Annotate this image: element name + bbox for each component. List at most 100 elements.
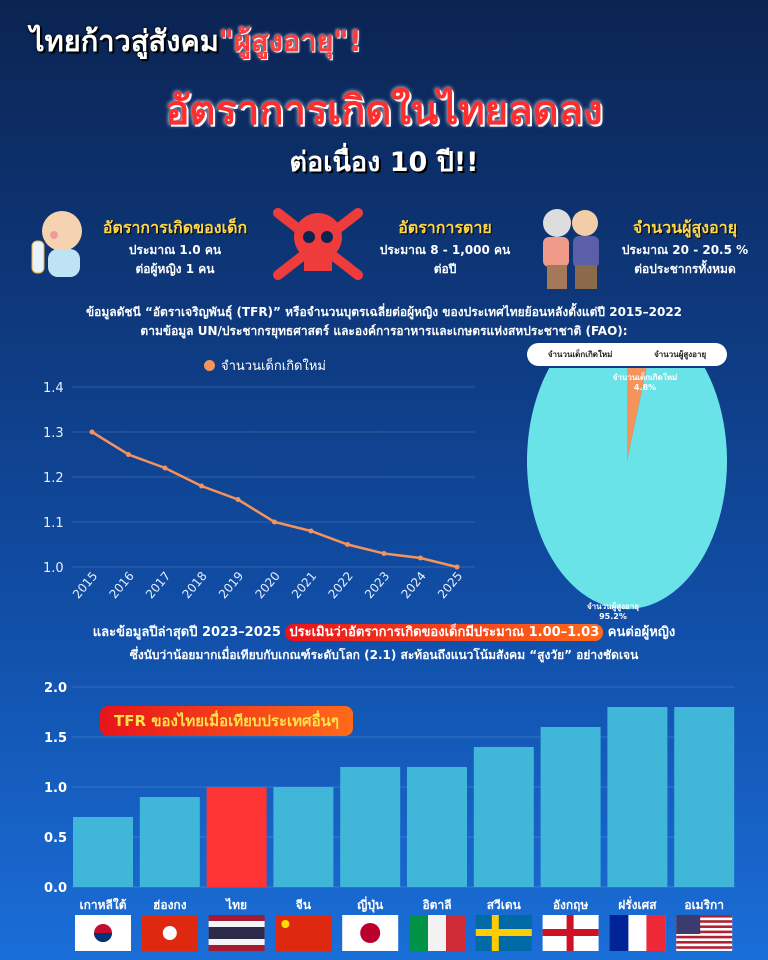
x-tick-label: 2017	[143, 569, 173, 601]
stat-title: อัตราการตาย	[398, 218, 492, 237]
x-tick-label: 2018	[179, 569, 209, 601]
flag-kr-icon	[75, 915, 131, 951]
x-category-label: ฝรั่งเศส	[618, 896, 657, 912]
title-line1: ไทยก้าวสู่สังคม"ผู้สูงอายุ"!	[30, 18, 362, 64]
flag-part	[542, 929, 599, 936]
data-point	[89, 429, 95, 435]
x-category-label: ญี่ปุ่น	[357, 896, 384, 913]
summary-suffix: คนต่อผู้หญิง	[603, 625, 676, 640]
flag-it-icon	[409, 915, 465, 951]
data-point	[272, 519, 277, 525]
bar	[540, 727, 601, 887]
y-tick-label: 0.0	[44, 881, 67, 896]
bar	[206, 787, 267, 887]
flag-part	[676, 935, 733, 939]
title-line3: ต่อเนื่อง 10 ปี!!	[289, 147, 479, 178]
data-point	[162, 465, 168, 471]
flag-cn-icon	[275, 915, 332, 951]
flag-part	[409, 915, 428, 951]
bar	[73, 817, 133, 887]
data-point	[418, 555, 423, 561]
y-tick-label: 1.1	[43, 516, 64, 531]
y-tick-label: 1.2	[43, 471, 64, 486]
line-series	[91, 430, 458, 569]
flag-part	[676, 915, 733, 918]
flag-part	[676, 946, 733, 949]
pie-chart: จำนวนเด็กเกิดใหม่4.8% จำนวนผู้สูงอายุ95.2…	[527, 368, 727, 621]
bar	[607, 707, 668, 887]
x-tick-label: 2016	[106, 569, 136, 601]
flag-part	[446, 915, 465, 951]
bar	[273, 787, 334, 887]
stat-value: ประมาณ 20 - 20.5 %	[621, 243, 749, 257]
x-tick-label: 2024	[398, 569, 428, 601]
flag-th-icon	[208, 915, 265, 951]
bar	[139, 797, 200, 887]
title-highlight: "ผู้สูงอายุ"!	[218, 24, 362, 58]
data-point	[308, 528, 314, 534]
x-category-label: ฮ่องกง	[153, 898, 187, 912]
x-category-label: สวีเดน	[487, 898, 522, 912]
summary-highlight: ประเมินว่าอัตราการเกิดของเด็กมีประมาณ 1.…	[285, 624, 604, 641]
flag-jp-icon	[342, 915, 399, 951]
data-point	[199, 483, 204, 489]
bar	[473, 747, 534, 887]
x-tick-label: 2023	[362, 569, 392, 601]
flag-fr-icon	[609, 915, 666, 951]
flag-part	[676, 915, 701, 934]
x-tick-label: 2021	[289, 569, 319, 601]
x-tick-label: 2020	[252, 569, 282, 601]
flag-part	[208, 927, 265, 939]
x-category-label: จีน	[296, 898, 312, 912]
flag-part	[360, 923, 381, 943]
y-tick-label: 1.0	[44, 781, 67, 796]
summary-line1: และข้อมูลปีล่าสุดปี 2023–2025 ประเมินว่า…	[0, 622, 768, 644]
flag-part	[676, 930, 733, 934]
stat-title: จำนวนผู้สูงอายุ	[632, 218, 738, 237]
x-category-label: อิตาลี	[422, 898, 451, 912]
stat-value: ประมาณ 8 - 1,000 คน	[379, 243, 511, 257]
x-tick-label: 2015	[70, 569, 100, 601]
line-legend: จำนวนเด็กเกิดใหม่	[204, 355, 326, 376]
stat-unit: ต่อผู้หญิง 1 คน	[135, 262, 215, 276]
pie-legend-item: จำนวนผู้สูงอายุ	[654, 350, 707, 359]
y-tick-label: 0.5	[44, 831, 67, 846]
bar	[340, 767, 401, 887]
elderly-couple-icon	[535, 203, 610, 293]
pie-legend: จำนวนเด็กเกิดใหม่ จำนวนผู้สูงอายุ	[527, 343, 727, 366]
intro-line1: ข้อมูลดัชนี “อัตราเจริญพันธุ์ (TFR)” หรื…	[85, 305, 683, 319]
summary-text: และข้อมูลปีล่าสุดปี 2023–2025 ประเมินว่า…	[0, 622, 768, 666]
stat-value: ประมาณ 1.0 คน	[128, 243, 222, 257]
stat-birth-rate: อัตราการเกิดของเด็กประมาณ 1.0 คนต่อผู้หญ…	[85, 218, 265, 279]
title-line2: อัตราการเกิดในไทยลดลง	[165, 88, 603, 134]
pie-slice	[527, 368, 727, 609]
data-point	[454, 564, 460, 570]
stat-title: อัตราการเกิดของเด็ก	[102, 218, 248, 237]
pie-label: จำนวนผู้สูงอายุ	[587, 601, 639, 612]
skull-icon	[268, 205, 368, 283]
flag-part	[676, 941, 733, 944]
pie-label: จำนวนเด็กเกิดใหม่	[613, 371, 678, 382]
pie-slice	[627, 368, 647, 461]
x-category-label: อเมริกา	[684, 898, 724, 912]
flag-part	[646, 915, 666, 951]
x-category-label: ไทย	[224, 897, 247, 912]
x-tick-label: 2022	[325, 569, 355, 601]
flag-part	[162, 926, 177, 940]
y-tick-label: 1.3	[43, 426, 64, 441]
baby-icon	[22, 205, 92, 280]
stat-unit: ต่อประชากรทั้งหมด	[634, 262, 736, 276]
y-tick-label: 1.4	[43, 381, 64, 396]
x-category-label: อังกฤษ	[553, 898, 589, 912]
x-tick-label: 2025	[435, 569, 465, 601]
bar	[407, 767, 467, 887]
summary-prefix: และข้อมูลปีล่าสุดปี 2023–2025	[92, 625, 286, 640]
pie-value: 95.2%	[599, 612, 627, 621]
summary-line2: ซึ่งนับว่าน้อยมากเมื่อเทียบกับเกณฑ์ระดับ…	[129, 648, 639, 662]
y-tick-label: 1.0	[43, 561, 64, 576]
data-point	[126, 452, 131, 457]
flag-part	[609, 915, 629, 951]
flag-part	[475, 929, 532, 936]
y-tick-label: 1.5	[44, 731, 67, 746]
